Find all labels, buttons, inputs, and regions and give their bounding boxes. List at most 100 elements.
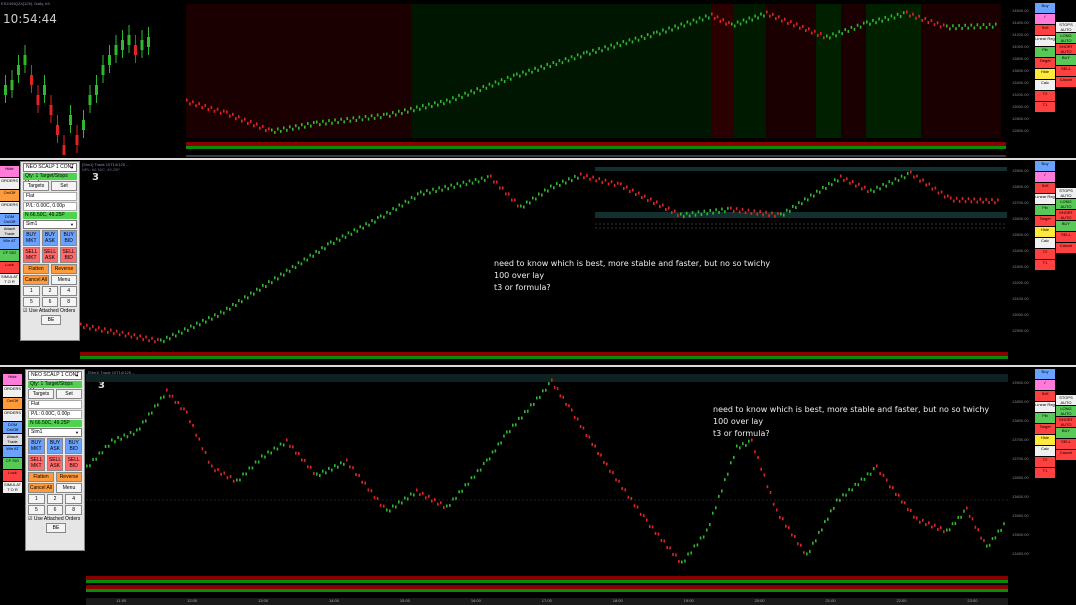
buy-ask-button[interactable]: BUY ASK bbox=[41, 230, 59, 246]
bottom-right-tool-8[interactable]: T2 bbox=[1035, 457, 1055, 467]
qty-1-button-2[interactable]: 1 bbox=[28, 494, 45, 504]
middle-left-tool-1[interactable]: ORDERS bbox=[0, 178, 19, 189]
middle-left-tool-4[interactable]: DOM On/Off bbox=[0, 214, 19, 225]
sell-mkt-button[interactable]: SELL MKT bbox=[23, 247, 40, 263]
flatten-button-2[interactable]: Flatten bbox=[28, 472, 54, 482]
top-right-tool-0[interactable]: Buy bbox=[1035, 3, 1055, 13]
buy-mkt-button-2[interactable]: BUY MKT bbox=[28, 438, 45, 454]
strategy-select-2[interactable]: NEO SCALP 1 CONT bbox=[28, 371, 82, 380]
bottom-right-tool-2[interactable]: Sell bbox=[1035, 391, 1055, 401]
bottom-right-tool-9[interactable]: T1 bbox=[1035, 468, 1055, 478]
sell-ask-button[interactable]: SELL ASK bbox=[41, 247, 59, 263]
flatten-button[interactable]: Flatten bbox=[23, 264, 49, 274]
qty-5-button-2[interactable]: 5 bbox=[28, 505, 45, 515]
top-right-tool-9[interactable]: T1 bbox=[1035, 102, 1055, 112]
middle-left-tool-8[interactable]: Lock bbox=[0, 262, 19, 273]
bottom-renko-chart[interactable] bbox=[86, 370, 1008, 570]
buy-mkt-button[interactable]: BUY MKT bbox=[23, 230, 40, 246]
menu-button[interactable]: Menu bbox=[51, 275, 77, 285]
qty-4-button[interactable]: 4 bbox=[60, 286, 78, 296]
top-right2-tool-5[interactable]: Cancel bbox=[1056, 77, 1076, 87]
middle-right-tool-1[interactable]: ✓ bbox=[1035, 172, 1055, 182]
account-select-2[interactable]: Sim1 bbox=[28, 428, 82, 437]
top-right2-tool-3[interactable]: BUY bbox=[1056, 55, 1076, 65]
top-right-tool-8[interactable]: T2 bbox=[1035, 91, 1055, 101]
bottom-left-tool-0[interactable]: Hide bbox=[3, 374, 22, 385]
top-renko-chart[interactable] bbox=[186, 4, 1006, 142]
top-right2-tool-1[interactable]: LONG AUTO bbox=[1056, 33, 1076, 43]
bottom-left-tool-3[interactable]: ORDERS bbox=[3, 410, 22, 421]
bottom-left-tool-8[interactable]: Lock bbox=[3, 470, 22, 481]
bottom-left-tool-5[interactable]: Attach Trade bbox=[3, 434, 22, 445]
middle-right-tool-6[interactable]: Hide bbox=[1035, 227, 1055, 237]
qty-4-button-2[interactable]: 4 bbox=[65, 494, 83, 504]
qty-1-button[interactable]: 1 bbox=[23, 286, 40, 296]
top-right2-tool-4[interactable]: SELL bbox=[1056, 66, 1076, 76]
qty-2-button[interactable]: 2 bbox=[41, 286, 59, 296]
middle-right-tool-0[interactable]: Buy bbox=[1035, 161, 1055, 171]
middle-left-tool-5[interactable]: Attach Trade bbox=[0, 226, 19, 237]
buy-bid-button[interactable]: BUY BID bbox=[60, 230, 78, 246]
sell-bid-button[interactable]: SELL BID bbox=[60, 247, 78, 263]
middle-right-tool-7[interactable]: Calc bbox=[1035, 238, 1055, 248]
bottom-right2-tool-4[interactable]: SELL bbox=[1056, 439, 1076, 449]
buy-bid-button-2[interactable]: BUY BID bbox=[65, 438, 83, 454]
be-button-2[interactable]: BE bbox=[46, 523, 66, 533]
bottom-right-tool-6[interactable]: Hide bbox=[1035, 435, 1055, 445]
middle-right2-tool-3[interactable]: BUY bbox=[1056, 221, 1076, 231]
set-button-2[interactable]: Set bbox=[56, 389, 82, 399]
middle-left-tool-6[interactable]: Win AT bbox=[0, 238, 19, 249]
bottom-right-tool-5[interactable]: Target bbox=[1035, 424, 1055, 434]
middle-right-tool-4[interactable]: Fib bbox=[1035, 205, 1055, 215]
cancel-all-button[interactable]: Cancel All bbox=[23, 275, 49, 285]
bottom-right-tool-1[interactable]: ✓ bbox=[1035, 380, 1055, 390]
top-right-tool-2[interactable]: Sell bbox=[1035, 25, 1055, 35]
be-button[interactable]: BE bbox=[41, 315, 61, 325]
top-right2-tool-0[interactable]: STOPS AUTO bbox=[1056, 22, 1076, 32]
reverse-button[interactable]: Reverse bbox=[51, 264, 77, 274]
targets-button-2[interactable]: Targets bbox=[28, 389, 54, 399]
bottom-right2-tool-0[interactable]: STOPS AUTO bbox=[1056, 395, 1076, 405]
middle-right-tool-2[interactable]: Sell bbox=[1035, 183, 1055, 193]
qty-8-button-2[interactable]: 8 bbox=[65, 505, 83, 515]
middle-right-tool-5[interactable]: Target bbox=[1035, 216, 1055, 226]
reverse-button-2[interactable]: Reverse bbox=[56, 472, 82, 482]
qty-8-button[interactable]: 8 bbox=[60, 297, 78, 307]
qty-6-button-2[interactable]: 6 bbox=[46, 505, 64, 515]
attached-orders-row-2[interactable]: ☑ Use Attached Orders bbox=[28, 516, 81, 522]
bottom-left-tool-2[interactable]: On/Off bbox=[3, 398, 22, 409]
top-left-candle-chart[interactable] bbox=[0, 25, 160, 155]
bottom-right2-tool-2[interactable]: SHORT AUTO bbox=[1056, 417, 1076, 427]
sell-ask-button-2[interactable]: SELL ASK bbox=[46, 455, 64, 471]
middle-right2-tool-4[interactable]: SELL bbox=[1056, 232, 1076, 242]
bottom-right2-tool-3[interactable]: BUY bbox=[1056, 428, 1076, 438]
bottom-right2-tool-5[interactable]: Cancel bbox=[1056, 450, 1076, 460]
bottom-left-tool-9[interactable]: SIMULAT T O R bbox=[3, 482, 22, 493]
strategy-select[interactable]: NEO SCALP 1 CONT bbox=[23, 163, 77, 172]
middle-right-tool-3[interactable]: Linear Reg bbox=[1035, 194, 1055, 204]
middle-right2-tool-5[interactable]: Cancel bbox=[1056, 243, 1076, 253]
middle-right2-tool-1[interactable]: LONG AUTO bbox=[1056, 199, 1076, 209]
bottom-right-tool-7[interactable]: Calc bbox=[1035, 446, 1055, 456]
middle-right2-tool-0[interactable]: STOPS AUTO bbox=[1056, 188, 1076, 198]
bottom-left-tool-4[interactable]: DOM On/Off bbox=[3, 422, 22, 433]
top-right-tool-1[interactable]: ✓ bbox=[1035, 14, 1055, 24]
bottom-left-tool-7[interactable]: CF SIG bbox=[3, 458, 22, 469]
middle-right-tool-9[interactable]: T1 bbox=[1035, 260, 1055, 270]
middle-renko-chart[interactable] bbox=[80, 162, 1010, 350]
top-right-tool-7[interactable]: Calc bbox=[1035, 80, 1055, 90]
bottom-left-tool-6[interactable]: Win AT bbox=[3, 446, 22, 457]
middle-right2-tool-2[interactable]: SHORT AUTO bbox=[1056, 210, 1076, 220]
targets-button[interactable]: Targets bbox=[23, 181, 49, 191]
middle-left-tool-3[interactable]: ORDERS bbox=[0, 202, 19, 213]
set-button[interactable]: Set bbox=[51, 181, 77, 191]
top-right2-tool-2[interactable]: SHORT AUTO bbox=[1056, 44, 1076, 54]
attached-orders-row[interactable]: ☑ Use Attached Orders bbox=[23, 308, 76, 314]
bottom-left-tool-1[interactable]: ORDERS bbox=[3, 386, 22, 397]
top-right-tool-4[interactable]: Fib bbox=[1035, 47, 1055, 57]
bottom-right2-tool-1[interactable]: LONG AUTO bbox=[1056, 406, 1076, 416]
sell-mkt-button-2[interactable]: SELL MKT bbox=[28, 455, 45, 471]
top-right-tool-3[interactable]: Linear Reg bbox=[1035, 36, 1055, 46]
top-right-tool-5[interactable]: Target bbox=[1035, 58, 1055, 68]
bottom-right-tool-3[interactable]: Linear Reg bbox=[1035, 402, 1055, 412]
